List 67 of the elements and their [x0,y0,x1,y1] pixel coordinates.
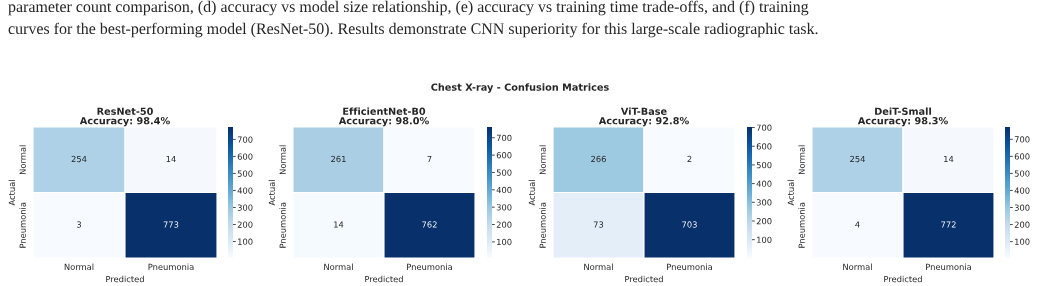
x-tick-label: Normal [584,263,613,271]
color-bar-label: 300 [756,199,772,206]
y-axis-title: Actual [268,180,275,206]
data-label: 266 [591,155,606,163]
data-label: 14 [334,221,344,228]
data-label: 14 [166,155,176,163]
color-bar-label: 100 [1015,238,1030,245]
color-bar-label: 600 [496,152,512,159]
color-bar-label: 200 [756,217,772,225]
x-tick-label: Normal [324,263,353,271]
color-bar-label: 300 [496,204,512,211]
color-bar-label: 500 [237,170,253,177]
y-axis-title: Actual [528,180,535,206]
color-bar-label: 700 [756,124,772,131]
data-label: 703 [682,221,697,228]
x-axis-title: Predicted [625,275,663,283]
x-tick-label: Normal [843,263,872,271]
text: Chest X-ray - Confusion Matrices [431,83,609,93]
color-bar-label: 200 [237,221,253,228]
chart-title: EfficientNet-B0 Accuracy: 98.0% [338,107,429,127]
data-label: 773 [163,221,179,228]
chart-title: ViT-Base Accuracy: 92.8% [598,107,689,127]
color-bar-label: 500 [756,161,772,169]
data-label: 73 [593,221,604,228]
color-bar-label: 500 [1014,170,1030,177]
color-bar-label: 100 [757,236,772,243]
data-label: 7 [427,155,432,163]
color-bar-label: 200 [1014,221,1030,228]
color-bar-label: 700 [496,134,512,142]
text: curves for the best-performing model (ResNet-50). Results demonstrate CNN superiority for this large-scale radiographic task. [8,22,818,38]
color-bar-label: 300 [1014,204,1030,211]
x-axis-title: Predicted [106,275,144,283]
data-label: 762 [422,221,437,228]
color-bar-label: 500 [496,169,512,176]
x-tick-label: Normal [64,263,94,271]
color-bar-label: 700 [1014,136,1030,143]
data-label: 261 [331,155,346,163]
color-bar-label: 600 [1014,153,1030,160]
data-label: 14 [944,155,954,163]
chart-title: DeiT-Small Accuracy: 98.3% [857,107,948,127]
data-label: 2 [687,155,692,163]
x-tick-label: Pneumonia [926,263,971,271]
color-bar-label: 400 [756,180,772,187]
data-label: 772 [941,221,956,228]
color-bar-label: 600 [237,153,253,160]
color-bar-label: 700 [237,136,253,143]
color-bar-label: 200 [496,221,512,228]
y-axis-title: Actual [787,180,794,206]
x-tick-label: Pneumonia [148,263,194,271]
text: parameter count comparison, (d) accuracy vs model size relationship, (e) accuracy vs training time trade-offs, and (f) training [8,0,809,16]
data-label: 4 [855,221,860,228]
color-bar-label: 100 [238,238,253,245]
y-axis-title: Actual [8,180,15,206]
x-tick-label: Pneumonia [407,263,452,271]
color-bar-label: 400 [237,187,253,194]
data-label: 254 [71,155,87,163]
chart-title: ResNet-50 Accuracy: 98.4% [79,107,170,127]
color-bar-label: 300 [237,204,253,211]
x-tick-label: Pneumonia [667,263,712,271]
data-label: 254 [850,155,865,163]
color-bar-label: 600 [756,143,772,150]
color-bar-label: 100 [497,238,512,246]
color-bar-label: 400 [496,186,512,194]
color-bar-label: 400 [1014,187,1030,194]
x-axis-title: Predicted [884,275,922,283]
x-axis-title: Predicted [365,275,403,283]
data-label: 3 [76,221,81,228]
